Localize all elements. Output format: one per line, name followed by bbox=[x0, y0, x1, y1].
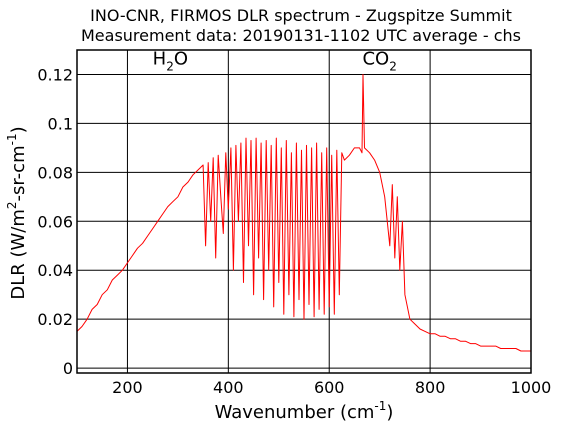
x-axis-label-main: Wavenumber (cm bbox=[215, 402, 375, 423]
dlr-series-line bbox=[76, 74, 531, 352]
x-axis-label-close: ) bbox=[386, 402, 393, 423]
band-annotation: H2O bbox=[153, 49, 188, 74]
band-annotation-tail: O bbox=[174, 49, 188, 70]
y-axis-label-sup1: 2 bbox=[5, 201, 19, 209]
y-tick-label: 0.02 bbox=[37, 310, 73, 329]
y-axis-label-sup2: -1 bbox=[5, 133, 19, 145]
chart-subtitle: Measurement data: 20190131-1102 UTC aver… bbox=[81, 26, 521, 45]
x-tick-label: 800 bbox=[415, 378, 446, 397]
band-annotation-base: H bbox=[153, 49, 167, 70]
y-axis-label-main: DLR (W/m bbox=[8, 209, 29, 300]
x-axis-label: Wavenumber (cm-1) bbox=[215, 399, 394, 423]
y-tick-label: 0.12 bbox=[37, 65, 73, 84]
band-annotation-sub: 2 bbox=[389, 60, 397, 74]
y-axis-label: DLR (W/m2-sr-cm-1) bbox=[5, 126, 29, 299]
chart-title: INO-CNR, FIRMOS DLR spectrum - Zugspitze… bbox=[90, 6, 512, 25]
band-annotation: CO2 bbox=[362, 49, 396, 74]
x-tick-label: 600 bbox=[314, 378, 345, 397]
y-tick-label: 0.06 bbox=[37, 212, 73, 231]
y-axis-label-close: ) bbox=[8, 126, 29, 133]
grid bbox=[77, 50, 531, 373]
annotation-layer: H2O CO2 bbox=[153, 49, 397, 74]
x-axis-label-sup: -1 bbox=[374, 399, 386, 413]
y-tick-label: 0 bbox=[63, 359, 73, 378]
x-tick-label: 1000 bbox=[511, 378, 552, 397]
x-tick-label: 200 bbox=[112, 378, 143, 397]
series-layer bbox=[76, 74, 531, 352]
band-annotation-base: CO bbox=[362, 49, 389, 70]
band-annotation-sub: 2 bbox=[166, 60, 174, 74]
y-tick-label: 0.04 bbox=[37, 261, 73, 280]
y-tick-label: 0.08 bbox=[37, 163, 73, 182]
y-tick-label: 0.1 bbox=[48, 114, 73, 133]
x-tick-label: 400 bbox=[213, 378, 244, 397]
plot-frame bbox=[76, 49, 532, 374]
y-axis-label-mid: -sr-cm bbox=[8, 145, 29, 201]
tick-layer: 200 400 600 800 1000 0 0.02 0.04 0.06 0.08 0.1 0.12 bbox=[37, 65, 551, 397]
